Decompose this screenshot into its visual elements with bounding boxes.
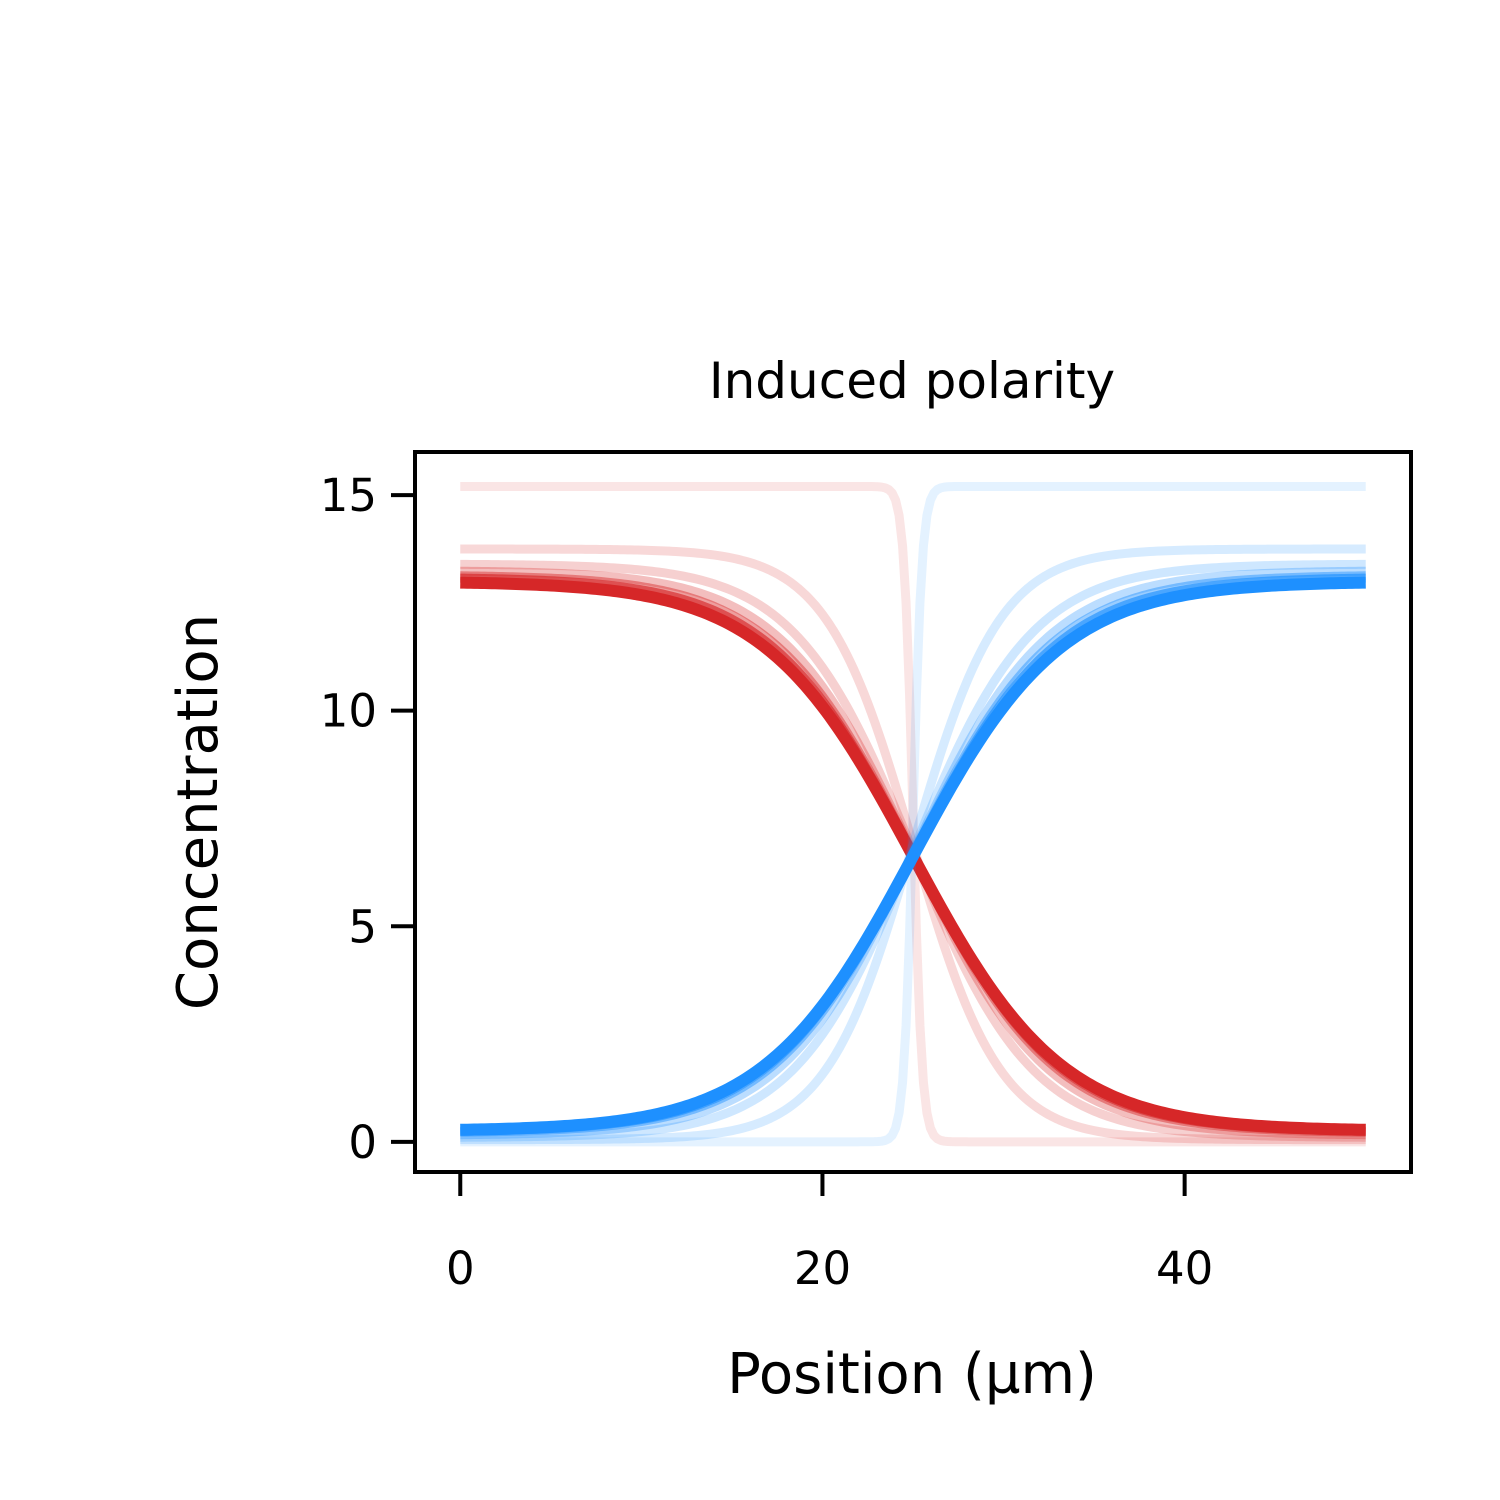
blue-series-line	[459, 481, 1367, 1147]
plot-frame	[413, 450, 1413, 1174]
blue-series-line	[457, 576, 1369, 1136]
x-tick-label: 40	[1156, 1242, 1213, 1295]
x-axis-title: Position (µm)	[727, 1342, 1097, 1407]
y-axis: 0 5 10 15	[320, 469, 415, 1169]
series-layer	[457, 481, 1369, 1147]
chart-title: Induced polarity	[709, 352, 1115, 410]
y-tick-label: 5	[348, 900, 377, 953]
plot-area	[457, 481, 1369, 1147]
x-tick-label: 20	[794, 1242, 851, 1295]
y-tick-label: 15	[320, 469, 377, 522]
y-tick-label: 10	[320, 685, 377, 738]
x-tick-label: 0	[446, 1242, 475, 1295]
x-axis: 0 20 40	[446, 1172, 1213, 1295]
y-axis-title: Concentration	[166, 614, 231, 1010]
y-tick-label: 0	[348, 1116, 377, 1169]
red-series-line	[459, 481, 1367, 1147]
